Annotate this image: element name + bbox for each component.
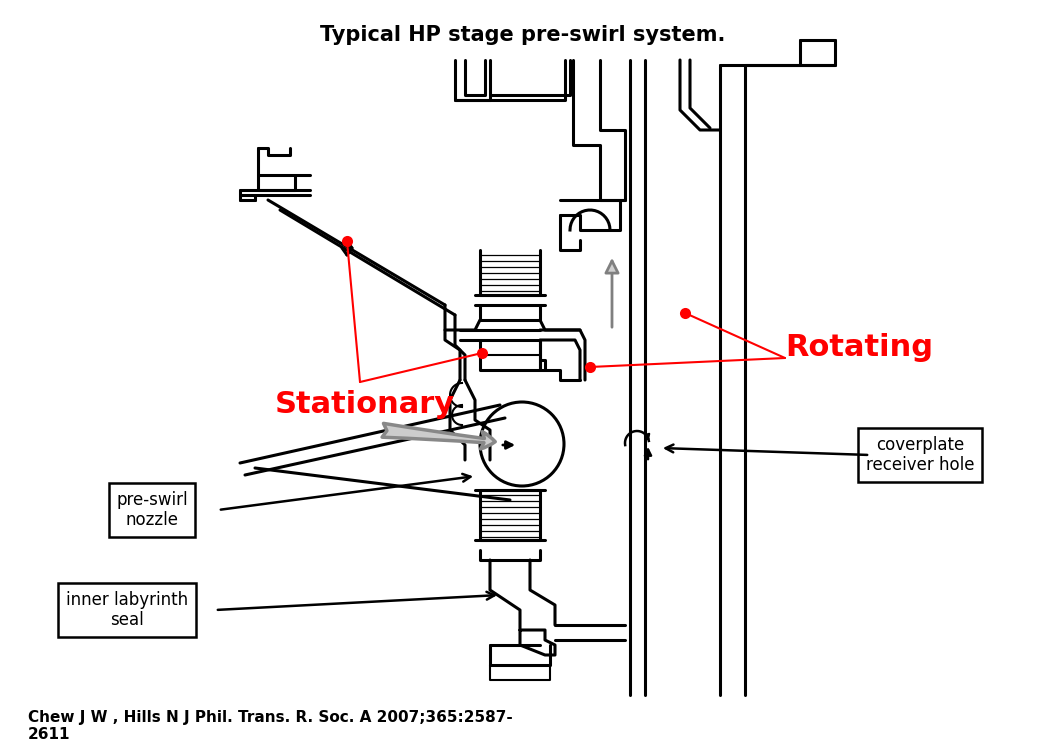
Text: Chew J W , Hills N J Phil. Trans. R. Soc. A 2007;365:2587-
2611: Chew J W , Hills N J Phil. Trans. R. Soc… [28,710,513,742]
Text: Stationary: Stationary [275,390,455,419]
Text: Typical HP stage pre-swirl system.: Typical HP stage pre-swirl system. [320,25,726,45]
Text: coverplate
receiver hole: coverplate receiver hole [866,436,974,474]
Text: inner labyrinth
seal: inner labyrinth seal [66,591,188,629]
Text: Rotating: Rotating [784,333,933,363]
Text: pre-swirl
nozzle: pre-swirl nozzle [116,491,188,530]
